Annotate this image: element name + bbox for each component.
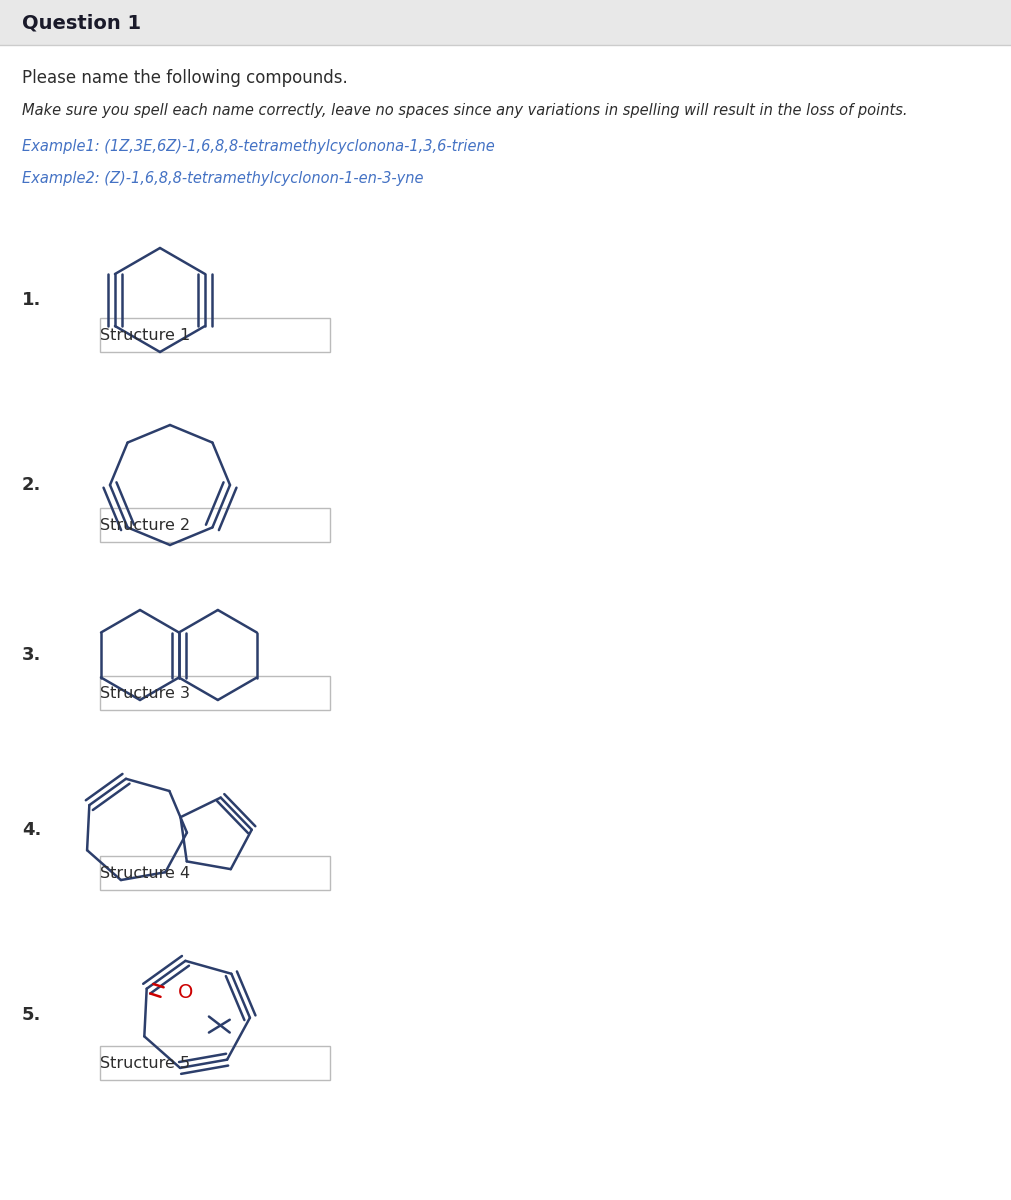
FancyBboxPatch shape bbox=[100, 856, 330, 890]
Text: 4.: 4. bbox=[22, 821, 41, 839]
FancyBboxPatch shape bbox=[0, 0, 1011, 44]
Text: Structure 2: Structure 2 bbox=[100, 517, 190, 533]
FancyBboxPatch shape bbox=[100, 676, 330, 710]
Text: Structure 4: Structure 4 bbox=[100, 865, 190, 881]
Text: O: O bbox=[177, 983, 193, 1002]
FancyBboxPatch shape bbox=[100, 1046, 330, 1080]
Text: 3.: 3. bbox=[22, 646, 41, 664]
Text: 5.: 5. bbox=[22, 1006, 41, 1024]
Text: Structure 3: Structure 3 bbox=[100, 685, 190, 701]
Text: 2.: 2. bbox=[22, 476, 41, 494]
FancyBboxPatch shape bbox=[100, 318, 330, 352]
Text: Example2: (Z)-1,6,8,8-tetramethylcyclonon-1-en-3-yne: Example2: (Z)-1,6,8,8-tetramethylcyclono… bbox=[22, 170, 424, 186]
Text: Make sure you spell each name correctly, leave no spaces since any variations in: Make sure you spell each name correctly,… bbox=[22, 102, 908, 118]
Text: 1.: 1. bbox=[22, 290, 41, 308]
Text: Example1: (1Z,3E,6Z)-1,6,8,8-tetramethylcyclonona-1,3,6-triene: Example1: (1Z,3E,6Z)-1,6,8,8-tetramethyl… bbox=[22, 138, 494, 154]
Text: Structure 1: Structure 1 bbox=[100, 328, 190, 342]
FancyBboxPatch shape bbox=[100, 508, 330, 542]
Text: Structure 5: Structure 5 bbox=[100, 1056, 190, 1070]
Text: Question 1: Question 1 bbox=[22, 13, 142, 32]
Text: Please name the following compounds.: Please name the following compounds. bbox=[22, 68, 348, 86]
